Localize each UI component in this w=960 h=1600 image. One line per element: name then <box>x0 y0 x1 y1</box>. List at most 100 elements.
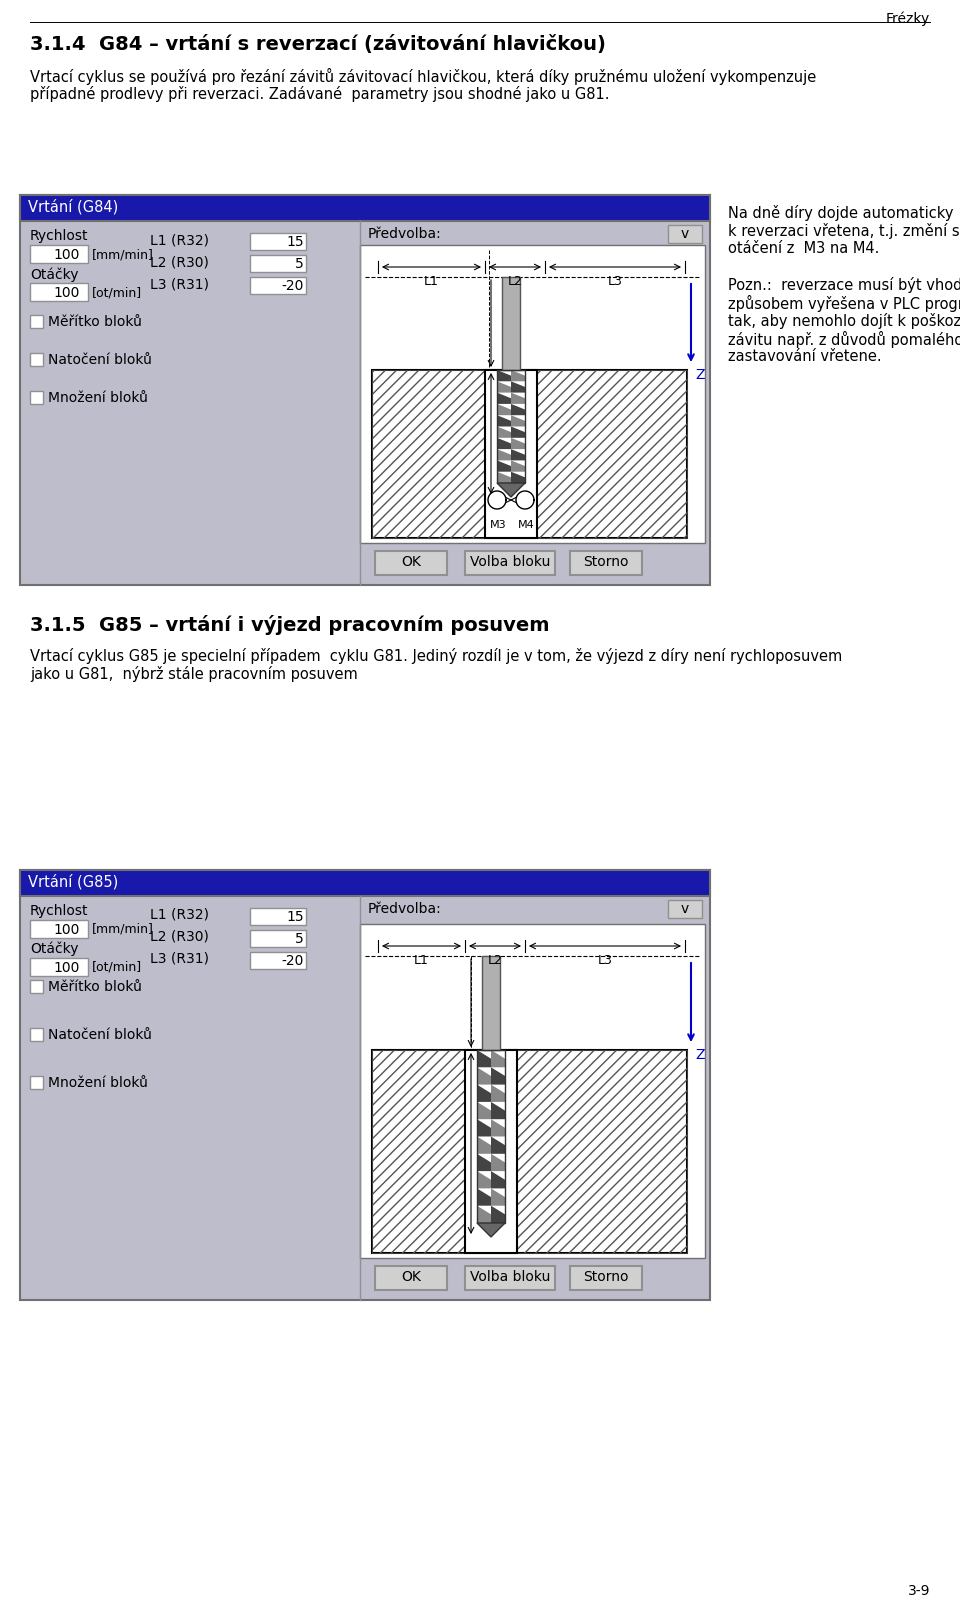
Text: 15: 15 <box>286 910 304 925</box>
Polygon shape <box>497 472 511 483</box>
Text: OK: OK <box>401 1270 420 1283</box>
Polygon shape <box>497 370 511 381</box>
Bar <box>477 1050 505 1222</box>
Polygon shape <box>491 1067 505 1085</box>
Bar <box>250 952 306 970</box>
Bar <box>250 277 306 294</box>
Text: M4: M4 <box>518 520 535 530</box>
Text: Storno: Storno <box>584 1270 629 1283</box>
Bar <box>20 195 710 586</box>
Polygon shape <box>511 370 525 381</box>
Bar <box>250 930 306 947</box>
Text: L3: L3 <box>608 275 622 288</box>
Text: jako u G81,  nýbrž stále pracovním posuvem: jako u G81, nýbrž stále pracovním posuve… <box>30 666 358 682</box>
Polygon shape <box>477 1189 491 1206</box>
Text: Vrtání (G85): Vrtání (G85) <box>28 874 118 890</box>
Bar <box>20 195 710 221</box>
Polygon shape <box>477 1136 491 1154</box>
Bar <box>250 254 306 272</box>
Text: Volba bloku: Volba bloku <box>469 555 550 570</box>
Text: tak, aby nemohlo dojít k poškození: tak, aby nemohlo dojít k poškození <box>728 314 960 330</box>
Bar <box>360 925 705 1258</box>
Polygon shape <box>477 1171 491 1189</box>
Text: Měřítko bloků: Měřítko bloků <box>48 979 142 994</box>
Bar <box>375 1266 447 1290</box>
Text: Otáčky: Otáčky <box>30 942 79 957</box>
Bar <box>30 315 43 328</box>
Bar <box>668 226 702 243</box>
Text: Volba bloku: Volba bloku <box>469 1270 550 1283</box>
Text: L3: L3 <box>597 954 612 966</box>
Bar <box>465 550 555 574</box>
Text: Frézky: Frézky <box>886 11 930 27</box>
Polygon shape <box>491 1171 505 1189</box>
Polygon shape <box>491 1136 505 1154</box>
Polygon shape <box>497 381 511 392</box>
Text: 5: 5 <box>296 931 304 946</box>
Text: 5: 5 <box>296 258 304 270</box>
Polygon shape <box>511 381 525 392</box>
Text: v: v <box>681 902 689 915</box>
Text: [ot/min]: [ot/min] <box>92 286 142 299</box>
Text: OK: OK <box>401 555 420 570</box>
Bar <box>570 1266 642 1290</box>
Text: k reverzaci vřetena, t.j. změní směr: k reverzaci vřetena, t.j. změní směr <box>728 222 960 238</box>
Polygon shape <box>477 1067 491 1085</box>
Text: L3 (R31): L3 (R31) <box>150 952 209 966</box>
Text: Na dně díry dojde automaticky: Na dně díry dojde automaticky <box>728 205 953 221</box>
Polygon shape <box>477 1154 491 1171</box>
Text: 3-9: 3-9 <box>907 1584 930 1598</box>
Text: L3 (R31): L3 (R31) <box>150 277 209 291</box>
Text: 100: 100 <box>54 286 80 301</box>
Text: Měřítko bloků: Měřítko bloků <box>48 315 142 330</box>
Polygon shape <box>491 1085 505 1102</box>
Polygon shape <box>477 1120 491 1136</box>
Text: Z: Z <box>695 1048 705 1062</box>
Text: případné prodlevy při reverzaci. Zadávané  parametry jsou shodné jako u G81.: případné prodlevy při reverzaci. Zadávan… <box>30 86 610 102</box>
Text: Množení bloků: Množení bloků <box>48 390 148 405</box>
Text: -20: -20 <box>281 954 304 968</box>
Text: 100: 100 <box>54 248 80 262</box>
Polygon shape <box>477 1206 491 1222</box>
Polygon shape <box>497 483 525 498</box>
Polygon shape <box>477 1222 505 1237</box>
Polygon shape <box>511 450 525 461</box>
Text: 100: 100 <box>54 923 80 938</box>
Text: L1: L1 <box>414 954 428 966</box>
Bar <box>465 1266 555 1290</box>
Text: Z: Z <box>695 368 705 382</box>
Polygon shape <box>511 416 525 427</box>
Bar <box>250 234 306 250</box>
Bar <box>375 550 447 574</box>
Text: závitu např. z důvodů pomalého: závitu např. z důvodů pomalého <box>728 331 960 349</box>
Text: Vrtací cyklus se používá pro řezání závitů závitovací hlavičkou, která díky pruž: Vrtací cyklus se používá pro řezání závi… <box>30 67 816 85</box>
Polygon shape <box>511 427 525 438</box>
Bar <box>30 1029 43 1042</box>
Text: Množení bloků: Množení bloků <box>48 1075 148 1090</box>
Text: L2: L2 <box>488 954 502 966</box>
Text: 3.1.5  G85 – vrtání i výjezd pracovním posuvem: 3.1.5 G85 – vrtání i výjezd pracovním po… <box>30 614 549 635</box>
Text: Natočení bloků: Natočení bloků <box>48 1029 152 1042</box>
Bar <box>485 370 537 538</box>
Bar <box>250 909 306 925</box>
Text: způsobem vyřešena v PLC programu: způsobem vyřešena v PLC programu <box>728 294 960 312</box>
Bar <box>30 920 88 938</box>
Polygon shape <box>511 472 525 483</box>
Bar <box>20 870 710 896</box>
Bar <box>30 245 88 262</box>
Text: L1: L1 <box>423 275 439 288</box>
Polygon shape <box>477 1085 491 1102</box>
Text: Předvolba:: Předvolba: <box>368 902 442 915</box>
Text: zastavování vřetene.: zastavování vřetene. <box>728 349 881 365</box>
Text: Vrtání (G84): Vrtání (G84) <box>28 198 118 214</box>
Polygon shape <box>477 1102 491 1120</box>
Text: L2 (R30): L2 (R30) <box>150 254 209 269</box>
Bar <box>360 245 705 542</box>
Polygon shape <box>497 450 511 461</box>
Polygon shape <box>491 1206 505 1222</box>
Bar <box>668 899 702 918</box>
Text: 100: 100 <box>54 962 80 974</box>
Text: Otáčky: Otáčky <box>30 267 79 282</box>
Polygon shape <box>491 1154 505 1171</box>
Text: M3: M3 <box>490 520 507 530</box>
